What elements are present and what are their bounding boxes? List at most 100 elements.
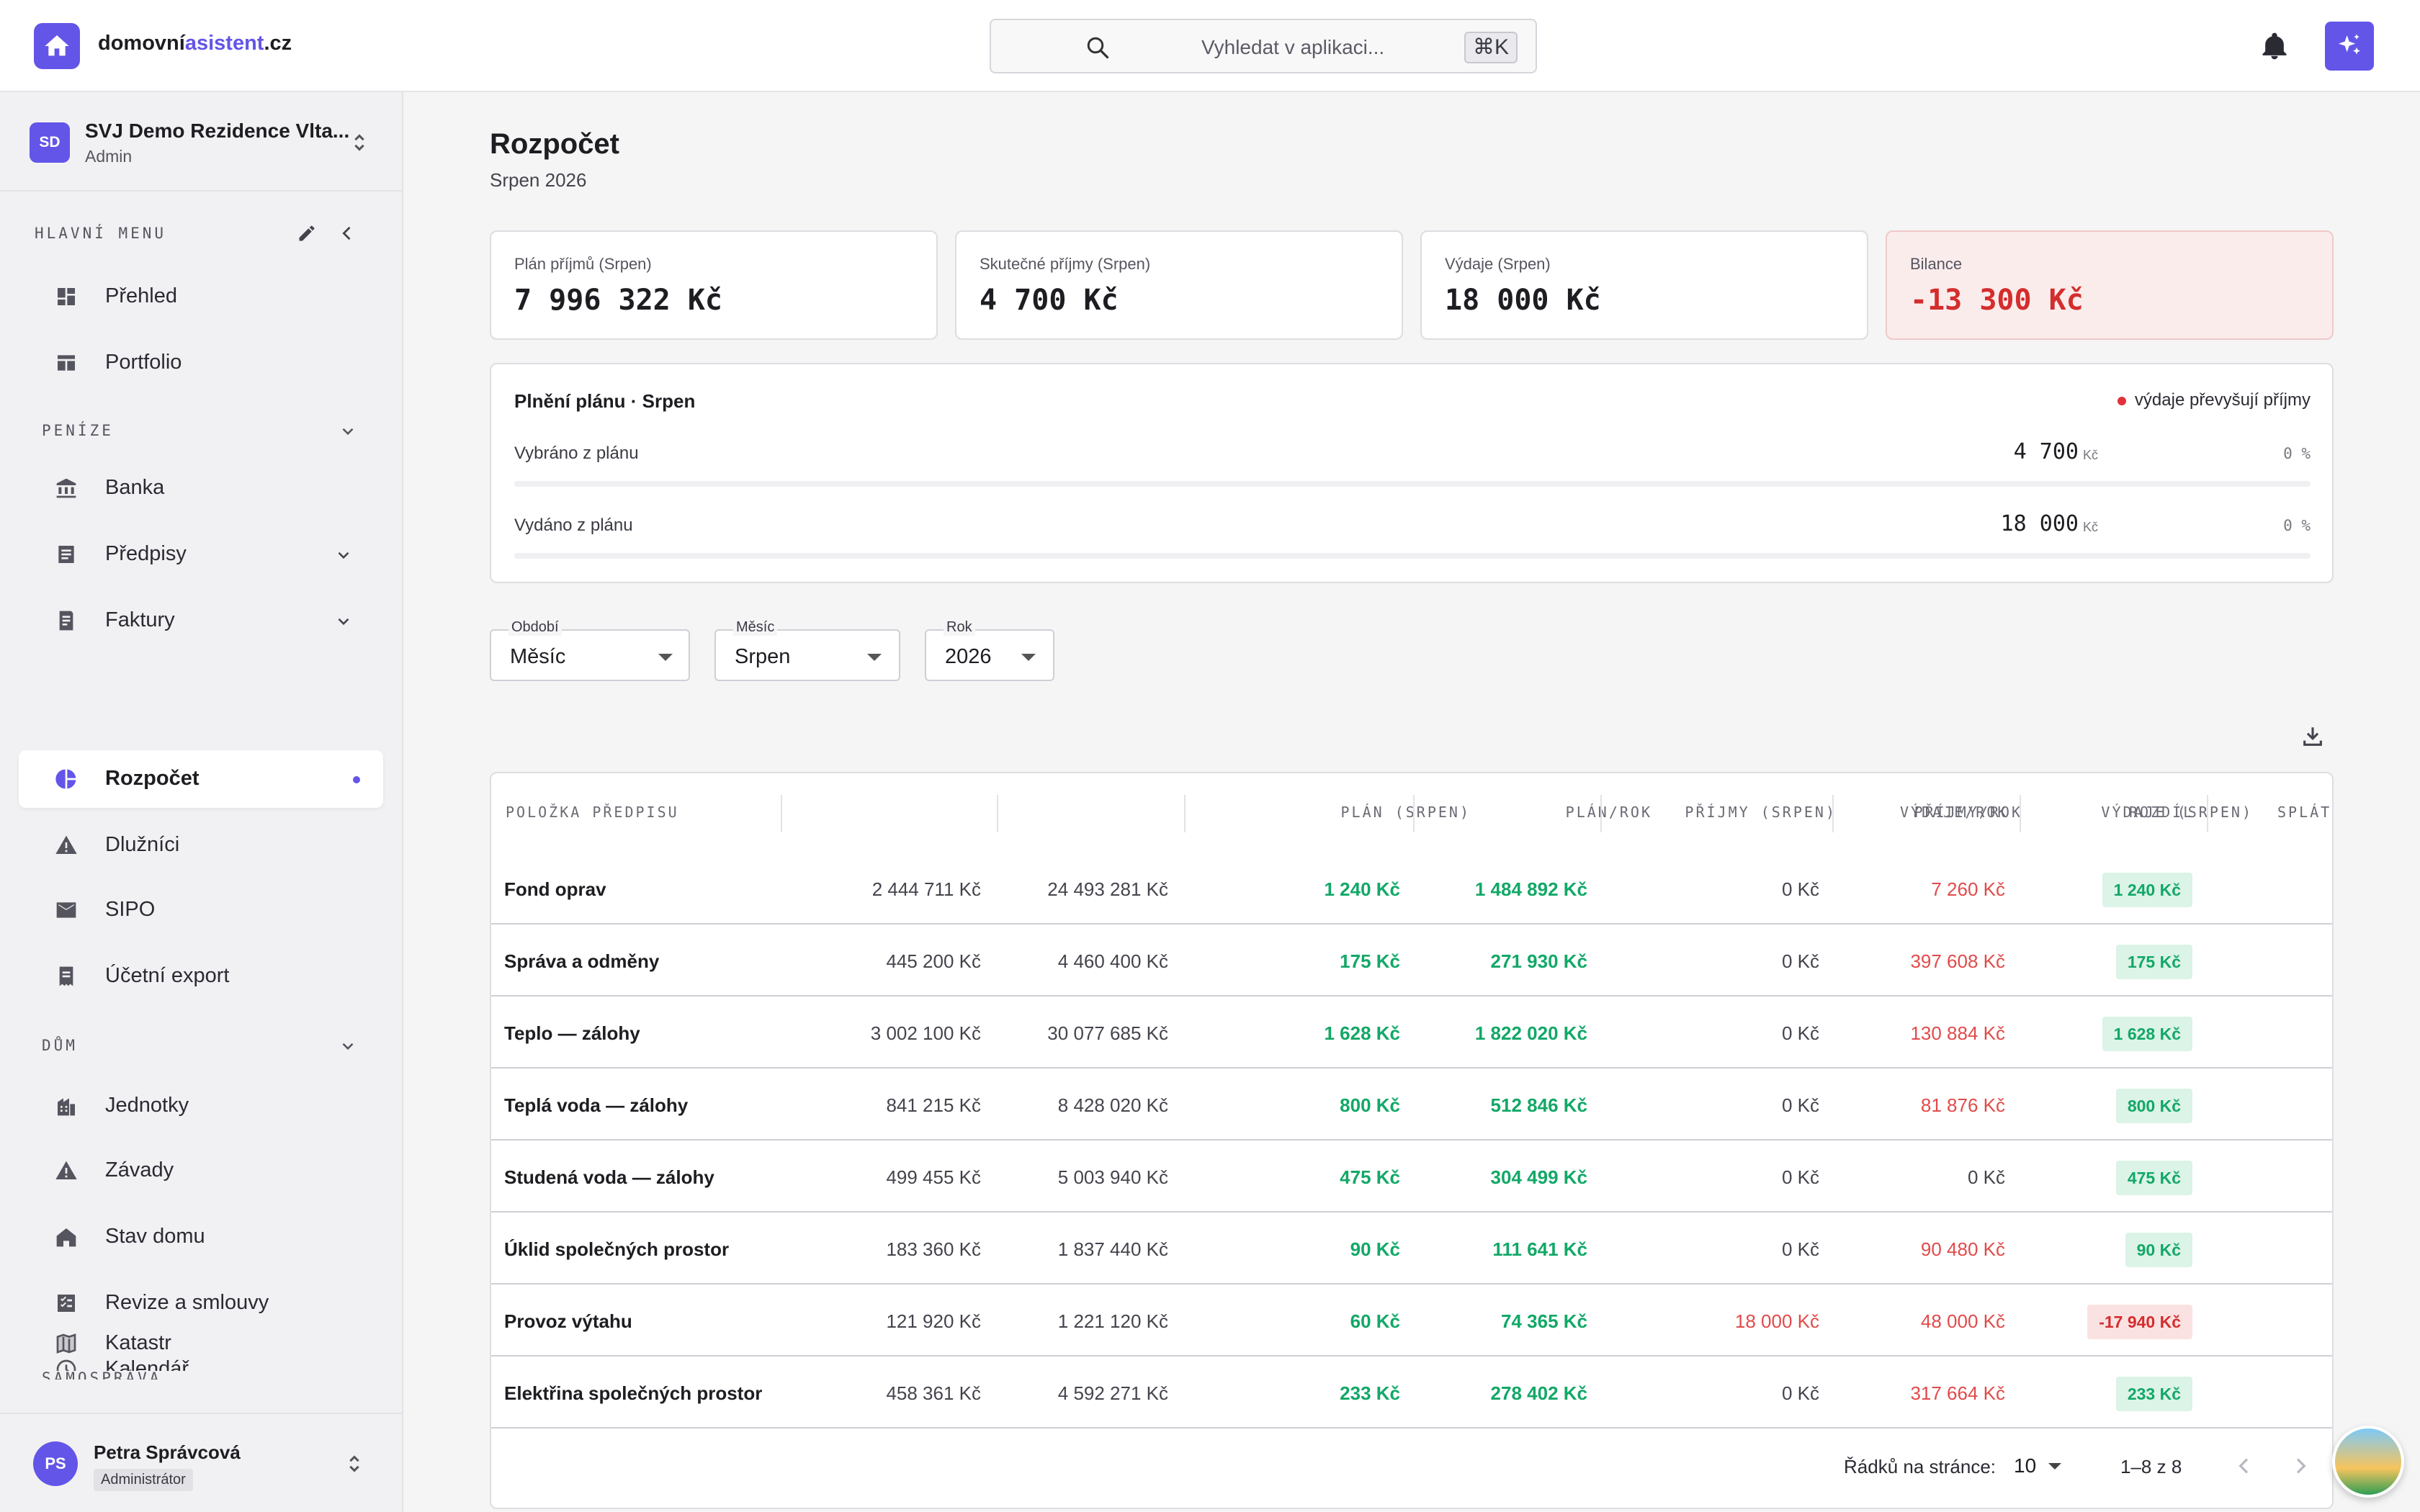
cell-expenses: 18 000 Kč [1734,1310,1819,1332]
sidebar-item-export[interactable]: Účetní export [19,948,383,1005]
cell-diff-badge: 1 628 Kč [2102,1017,2192,1051]
sidebar-item-sipo[interactable]: SIPO [19,881,383,939]
sidebar-item-faktury[interactable]: Faktury [19,592,383,649]
table-row[interactable]: Studená voda — zálohy 499 455 Kč 5 003 940… [491,1140,2332,1212]
cell-item-name: Správa a odměny [504,950,660,972]
search-input[interactable]: Vyhledat v aplikaci... ⌘K [990,19,1537,73]
sidebar-item-label: Dlužníci [105,833,180,856]
col-header-installments[interactable]: Splátk [2277,804,2332,821]
month-select[interactable]: Měsíc Srpen [714,619,900,681]
user-avatar: PS [33,1441,78,1486]
sidebar-item-portfolio[interactable]: Portfolio [19,334,383,392]
cell-plan: 121 920 Kč [886,1310,981,1332]
year-value: 2026 [945,645,992,668]
user-name: Petra Správcová [94,1441,241,1463]
col-header-plan[interactable]: Plán (Srpen) [1340,804,1471,821]
dropdown-arrow-icon[interactable] [2048,1463,2061,1470]
sidebar-item-label: Faktury [105,608,175,631]
collected-label: Vybráno z plánu [514,444,639,463]
cell-diff-badge: 233 Kč [2115,1377,2192,1411]
sidebar-item-label: Stav domu [105,1225,205,1248]
sidebar-item-stav[interactable]: Stav domu [19,1208,383,1266]
cell-expenses: 0 Kč [1781,950,1819,972]
period-select[interactable]: Období Měsíc [490,619,690,681]
next-page-icon[interactable] [2289,1454,2312,1477]
card-value: -13 300 Kč [1910,284,2084,317]
chevron-down-icon [338,552,349,559]
cell-diff-badge: -17 940 Kč [2087,1305,2192,1339]
ai-assistant-button[interactable] [2325,22,2374,71]
search-shortcut: ⌘K [1464,32,1518,63]
year-label: Rok [944,619,975,636]
table-row[interactable]: Fond oprav 2 444 711 Kč 24 493 281 Kč 1 240… [491,852,2332,924]
sidebar-item-banka[interactable]: Banka [19,459,383,517]
edit-menu-icon[interactable] [297,223,317,243]
sidebar-item-revize[interactable]: Revize a smlouvy [19,1274,383,1332]
table-row[interactable]: Provoz výtahu 121 920 Kč 1 221 120 Kč 60 Kč… [491,1284,2332,1356]
cell-expenses-year: 130 884 Kč [1910,1022,2005,1044]
col-header-plan-year[interactable]: Plán/rok [1565,804,1652,821]
column-divider [1413,795,1415,832]
sidebar-item-zavady[interactable]: Závady [19,1142,383,1200]
cell-income: 800 Kč [1340,1094,1400,1116]
sidebar-item-katastr[interactable]: Katastr [19,1315,383,1372]
sidebar-item-dluznici[interactable]: Dlužníci [19,816,383,874]
dropdown-arrow-icon [867,654,882,661]
table-row[interactable]: Správa a odměny 445 200 Kč 4 460 400 Kč 175… [491,924,2332,996]
help-widget-button[interactable] [2332,1426,2404,1498]
column-divider [781,795,782,832]
previous-page-icon[interactable] [2233,1454,2256,1477]
mail-icon [56,902,76,918]
period-label: Období [508,619,562,636]
table-footer: Řádků na stránce: 10 1–8 z 8 [490,1428,2334,1509]
table-row[interactable]: Teplá voda — zálohy 841 215 Kč 8 428 020 K… [491,1068,2332,1140]
sidebar-item-rozpocet[interactable]: Rozpočet [19,750,383,808]
warning-icon [55,1161,77,1179]
rows-per-page-select[interactable]: 10 [2014,1454,2037,1477]
sidebar-item-predpisy[interactable]: Předpisy [19,526,383,583]
download-icon[interactable] [2300,724,2325,749]
cell-plan-year: 24 493 281 Kč [1047,878,1168,900]
bell-icon[interactable] [2259,29,2290,63]
collected-unit: Kč [2083,448,2099,462]
cell-expenses-year: 90 480 Kč [1920,1238,2005,1260]
organization-switcher[interactable]: SD SVJ Demo Rezidence Vlta... Admin [0,92,403,192]
warning-text: výdaje převyšují příjmy [2134,390,2311,410]
chevron-down-icon[interactable] [339,422,357,441]
spent-unit: Kč [2083,520,2099,534]
cell-expenses-year: 0 Kč [1967,1166,2005,1188]
sidebar-item-label: Účetní export [105,964,230,987]
table-row[interactable]: Úklid společných prostor 183 360 Kč 1 837 … [491,1212,2332,1284]
col-header-item[interactable]: Položka předpisu [506,804,679,821]
column-divider [997,795,998,832]
year-select[interactable]: Rok 2026 [925,619,1054,681]
cell-expenses-year: 81 876 Kč [1920,1094,2005,1116]
table-row[interactable]: Teplo — zálohy 3 002 100 Kč 30 077 685 Kč 1… [491,996,2332,1068]
cell-expenses: 0 Kč [1781,1166,1819,1188]
col-header-expenses-year[interactable]: Výdaje/rok [1900,804,2009,821]
user-profile[interactable]: PS Petra Správcová Administrátor [0,1413,403,1512]
col-header-diff[interactable]: Rozdíl [2129,804,2195,821]
sidebar-item-prehled[interactable]: Přehled [19,268,383,325]
card-value: 18 000 Kč [1445,284,1601,317]
col-header-income-year[interactable]: Příjmy/rok [1914,804,2022,821]
sparkles-icon [2339,34,2360,55]
cell-item-name: Elektřina společných prostor [504,1382,763,1404]
home-logo-icon[interactable] [34,23,80,69]
sidebar-item-jednotky[interactable]: Jednotky [19,1077,383,1135]
active-indicator [353,776,360,783]
col-header-expenses[interactable]: Výdaje (Srpen) [2101,804,2253,821]
cell-diff-badge: 800 Kč [2115,1089,2192,1123]
month-label: Měsíc [733,619,778,636]
collapse-sidebar-icon[interactable] [337,223,357,243]
cell-income: 175 Kč [1340,950,1400,972]
expand-user-menu-icon [349,1455,359,1472]
table-row[interactable]: Elektřina společných prostor 458 361 Kč 4 … [491,1356,2332,1428]
cell-plan: 183 360 Kč [886,1238,981,1260]
cell-plan: 499 455 Kč [886,1166,981,1188]
chevron-down-icon[interactable] [339,1037,357,1056]
brand-name[interactable]: domovníasistent.cz [98,32,292,55]
col-header-income[interactable]: Příjmy (Srpen) [1685,804,1837,821]
cell-plan-year: 4 460 400 Kč [1057,950,1168,972]
sidebar-item-label: Přehled [105,284,177,307]
